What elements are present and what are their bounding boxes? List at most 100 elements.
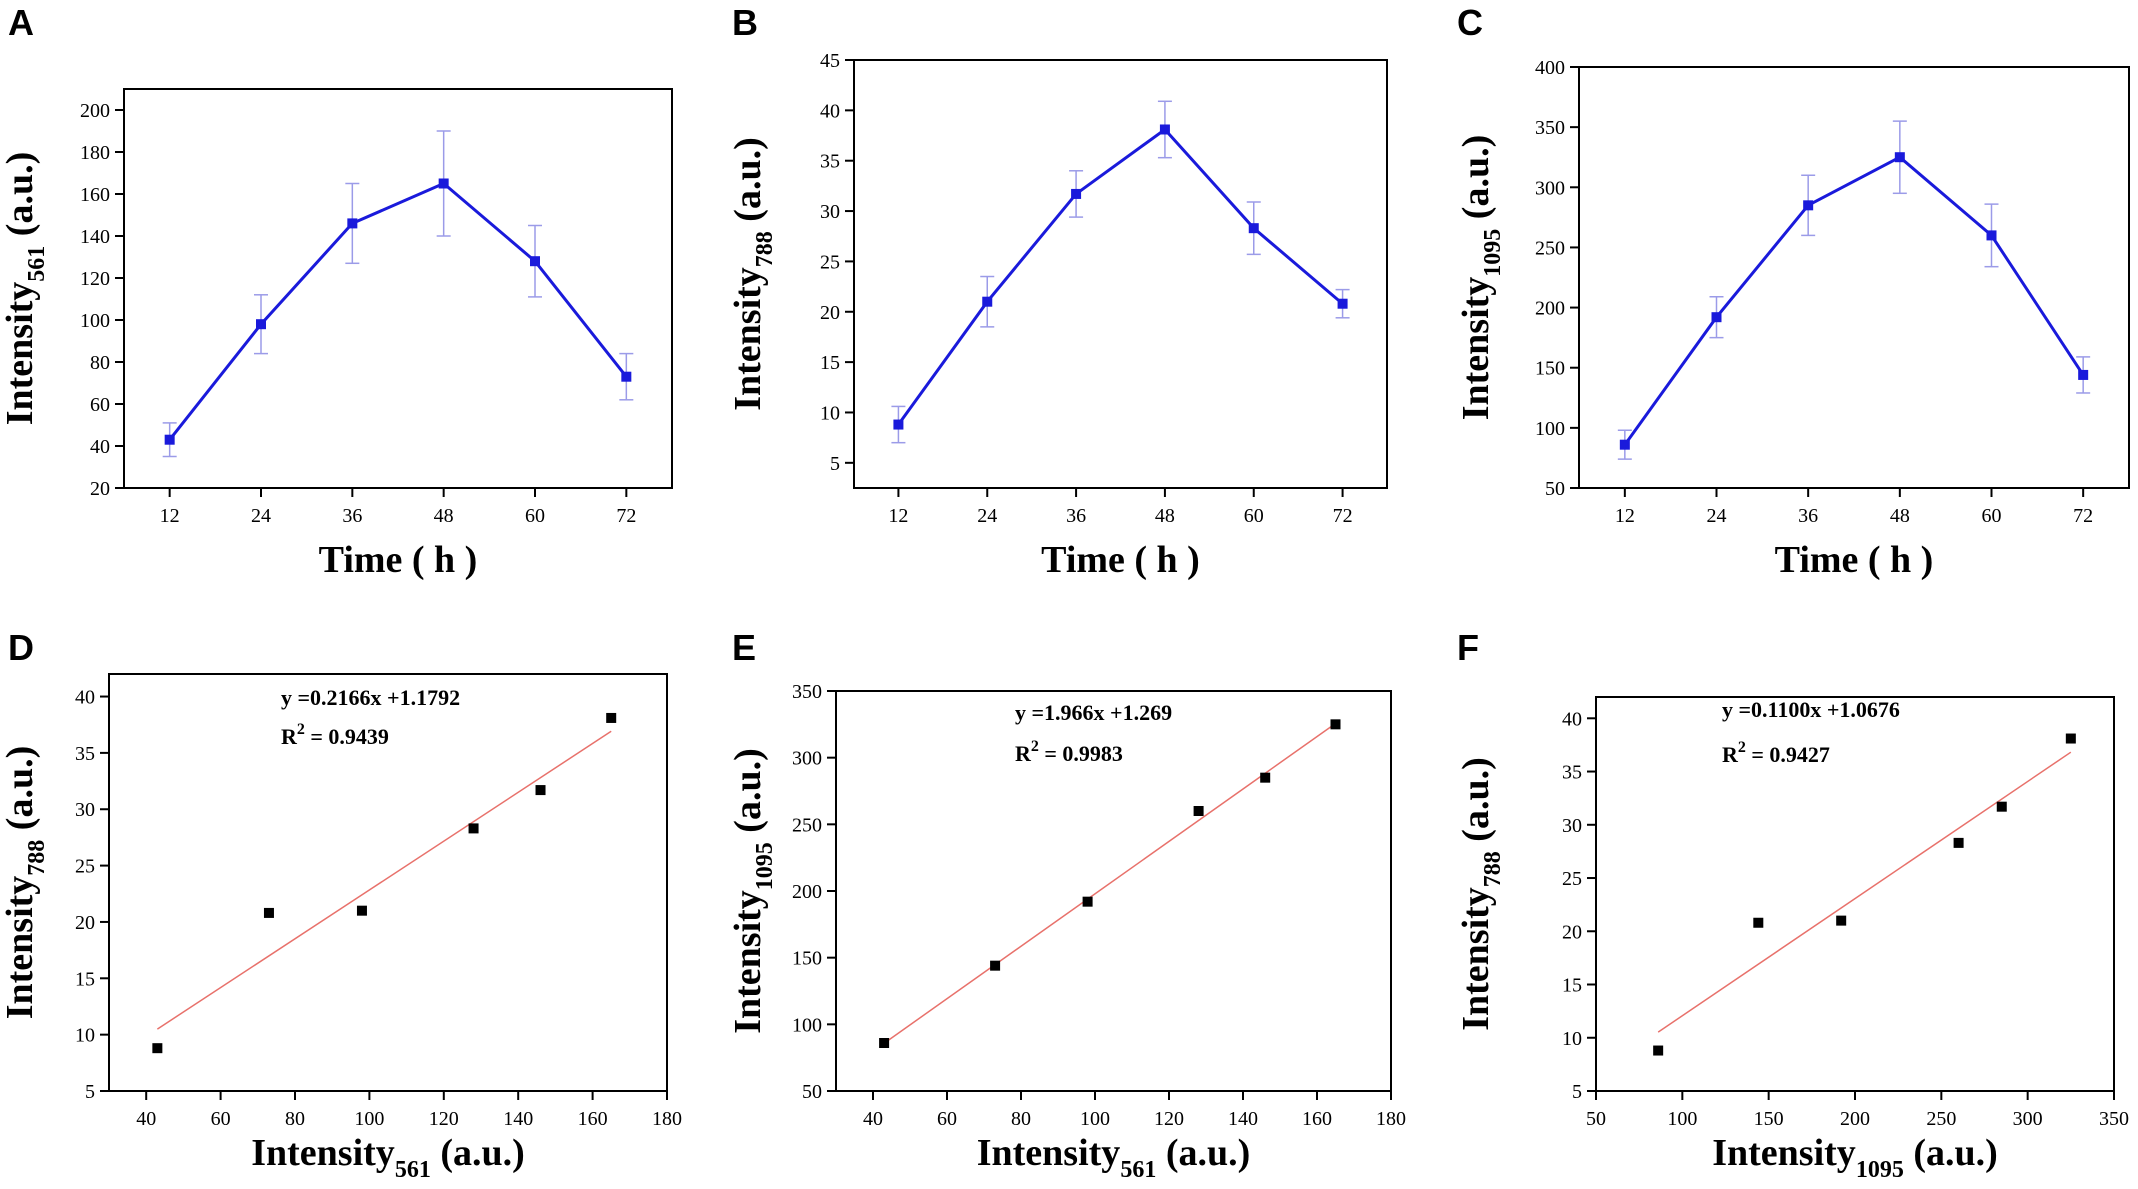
x-tick-label: 140 [1228,1108,1258,1130]
x-tick-label: 100 [354,1108,384,1130]
y-axis-title: Intensity788 (a.u.) [727,137,778,411]
y-tick-label: 140 [80,226,110,248]
y-tick-label: 30 [820,201,840,223]
x-tick-label: 24 [251,505,271,527]
x-tick-label: 72 [2073,505,2093,527]
x-tick-label: 60 [1982,505,2002,527]
plot-frame [123,88,673,489]
x-axis-title: Time ( h ) [319,539,478,581]
y-tick-label: 5 [85,1081,95,1103]
x-tick-label: 140 [503,1108,533,1130]
y-tick-label: 20 [90,478,110,500]
y-tick-label: 40 [90,436,110,458]
x-tick-label: 250 [1926,1108,1956,1130]
y-tick-label: 35 [75,743,95,765]
y-tick-label: 20 [1562,921,1582,943]
panel-a: A 12 24 36 48 60 72 20 40 60 80 100 120 140 160 180 200 T… [0,2,673,581]
x-axis-title: Intensity561 (a.u.) [977,1132,1251,1183]
data-point [1836,915,1847,926]
y-axis-title-subscript: 788 [1480,851,1506,887]
x-tick-label: 72 [616,505,636,527]
r-squared: R2 = 0.9427 [1722,739,1830,767]
x-tick-label: 200 [1840,1108,1870,1130]
data-point [347,218,358,229]
y-axis-title-subscript: 561 [24,246,50,282]
y-tick-label: 300 [792,748,822,770]
y-tick-label: 350 [792,681,822,703]
y-axis-title-unit: (a.u.) [1455,757,1497,851]
data-point [1803,200,1814,211]
x-axis-title-subscript: 1095 [1856,1157,1904,1183]
data-point [356,905,367,916]
y-tick-label: 25 [1562,868,1582,890]
fit-equation: y =0.1100x +1.0676 [1722,697,1900,722]
y-tick-label: 45 [820,50,840,72]
data-point [893,419,904,430]
y-tick-label: 180 [80,142,110,164]
data-point [1337,298,1348,309]
y-tick-label: 80 [90,352,110,374]
y-tick-label: 100 [1535,418,1565,440]
y-tick-label: 30 [1562,815,1582,837]
x-tick-label: 120 [1154,1108,1184,1130]
y-axis-title-unit: (a.u.) [727,748,769,842]
y-tick-label: 200 [792,881,822,903]
x-axis-title: Intensity561 (a.u.) [251,1132,525,1183]
panel-letter: B [732,2,758,43]
y-axis-title-unit: (a.u.) [0,746,41,840]
fit-line [1657,751,2072,1033]
y-axis-title-subscript: 788 [24,840,50,876]
y-tick-label: 15 [820,352,840,374]
y-tick-label: 35 [820,151,840,173]
panel-d: D 40 60 80 100 120 140 160 180 5 10 15 20 25 30 35 40 Int… [0,627,682,1183]
x-axis-title: Time ( h ) [1041,539,1200,581]
data-point [1248,223,1259,234]
y-tick-label: 5 [1572,1081,1582,1103]
x-tick-label: 60 [1244,505,1264,527]
x-axis-title-subscript: 561 [1120,1157,1156,1183]
data-point [1986,230,1997,241]
y-tick-label: 10 [820,402,840,424]
panel-letter: F [1457,627,1479,668]
x-axis-title-unit: (a.u.) [1904,1132,1998,1174]
panel-letter: D [8,627,34,668]
plot-frame [1578,66,2130,489]
x-tick-label: 120 [429,1108,459,1130]
y-tick-label: 10 [75,1025,95,1047]
panel-letter: E [732,627,756,668]
plot-frame [853,59,1388,489]
fit-line [883,722,1336,1044]
y-tick-label: 15 [1562,975,1582,997]
fit-equation: y =0.2166x +1.1792 [281,685,460,710]
y-tick-label: 60 [90,394,110,416]
y-tick-label: 50 [802,1081,822,1103]
x-tick-label: 50 [1586,1108,1606,1130]
data-point [982,296,993,307]
y-tick-label: 25 [75,856,95,878]
data-point [1082,896,1093,907]
data-point [1159,124,1170,135]
x-tick-label: 160 [578,1108,608,1130]
data-point [1330,719,1341,730]
y-axis-title-main: Intensity [727,890,769,1034]
data-point [468,823,479,834]
x-tick-label: 48 [1890,505,1910,527]
x-tick-label: 180 [652,1108,682,1130]
x-tick-label: 80 [1011,1108,1031,1130]
data-point [1996,801,2007,812]
x-tick-label: 36 [1798,505,1818,527]
data-point [1753,917,1764,928]
y-tick-label: 150 [1535,358,1565,380]
y-tick-label: 40 [820,100,840,122]
x-tick-label: 36 [342,505,362,527]
data-point [1619,439,1630,450]
y-axis-title-unit: (a.u.) [1455,135,1497,229]
data-point [256,319,266,330]
y-axis-title: Intensity788 (a.u.) [0,746,50,1020]
y-tick-label: 5 [830,453,840,475]
y-axis-title-unit: (a.u.) [0,152,41,246]
y-axis-title-main: Intensity [0,876,41,1020]
data-point [879,1038,890,1048]
y-axis-title: Intensity1095 (a.u.) [1455,135,1506,421]
